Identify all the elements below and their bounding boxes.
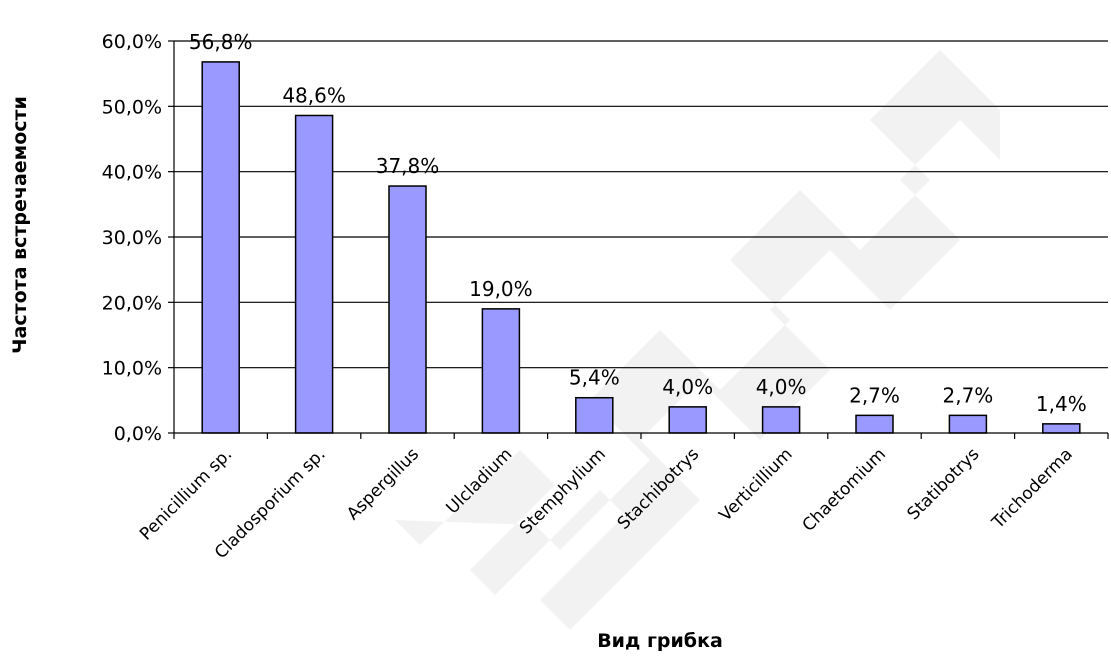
bar [575, 396, 614, 434]
category-label: Chaetomium [799, 444, 890, 535]
data-label: 4,0% [756, 375, 807, 399]
y-tick-label: 60,0% [102, 31, 162, 53]
bar [1042, 423, 1081, 434]
category-label: Trichoderma [988, 444, 1077, 533]
data-label: 2,7% [849, 383, 900, 407]
category-label: Statibotrys [904, 444, 984, 524]
category-label: Penicillium sp. [136, 444, 236, 544]
bar [294, 114, 334, 434]
data-label: 19,0% [469, 277, 533, 301]
y-tick-label: 0,0% [114, 423, 162, 445]
y-tick-label: 30,0% [102, 227, 162, 249]
bar [388, 185, 427, 434]
watermark-shape [395, 50, 1000, 630]
bar [948, 414, 988, 434]
x-axis-title: Вид грибка [597, 630, 723, 652]
data-label: 4,0% [662, 375, 713, 399]
bar [481, 308, 521, 434]
data-label: 56,8% [189, 30, 253, 54]
data-label: 1,4% [1036, 392, 1087, 416]
y-tick-label: 50,0% [102, 96, 162, 118]
y-tick-label: 40,0% [102, 162, 162, 184]
axes: 0,0% 10,0% 20,0% 30,0% 40,0% 50,0% 60,0% [102, 31, 1109, 445]
watermark [395, 50, 1000, 630]
data-label: 2,7% [942, 383, 993, 407]
category-label: Aspergillus [343, 444, 423, 524]
data-label: 48,6% [282, 83, 346, 107]
bar [668, 406, 707, 434]
category-label: Verticillium [716, 444, 797, 525]
bar [855, 414, 894, 434]
data-label: 37,8% [376, 154, 440, 178]
bars [201, 61, 1081, 434]
data-label: 5,4% [569, 366, 620, 390]
bar [761, 406, 801, 434]
bar [201, 61, 240, 434]
y-axis-title: Частота встречаемости [9, 96, 31, 354]
y-tick-label: 10,0% [102, 358, 162, 380]
y-tick-label: 20,0% [102, 292, 162, 314]
